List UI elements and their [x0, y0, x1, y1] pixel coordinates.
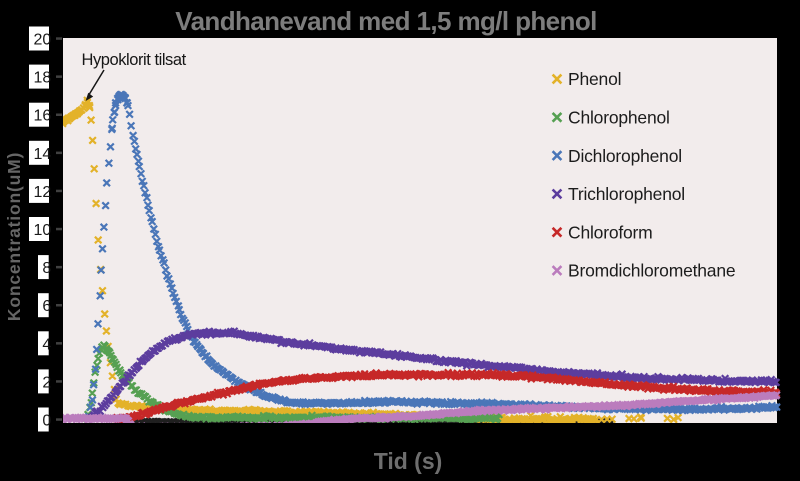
svg-text:20: 20 [34, 32, 52, 49]
svg-text:2: 2 [42, 374, 51, 391]
svg-text:14: 14 [34, 146, 52, 163]
svg-text:Bromdichloromethane: Bromdichloromethane [568, 261, 735, 281]
svg-text:Phenol: Phenol [568, 69, 621, 89]
svg-text:18: 18 [34, 70, 52, 87]
svg-text:Tid (s): Tid (s) [374, 448, 443, 474]
svg-text:0: 0 [42, 413, 51, 430]
svg-text:Dichlorophenol: Dichlorophenol [568, 146, 682, 166]
svg-text:6: 6 [42, 298, 51, 315]
svg-text:4: 4 [42, 336, 51, 353]
svg-text:Koncentration(uM): Koncentration(uM) [4, 152, 24, 321]
svg-text:12: 12 [34, 184, 52, 201]
svg-text:8: 8 [42, 260, 51, 277]
svg-text:Chloroform: Chloroform [568, 222, 653, 242]
svg-text:Hypoklorit tilsat: Hypoklorit tilsat [82, 51, 187, 69]
svg-text:Vandhanevand med 1,5 mg/l phen: Vandhanevand med 1,5 mg/l phenol [175, 6, 596, 36]
svg-text:16: 16 [34, 108, 52, 125]
svg-text:Trichlorophenol: Trichlorophenol [568, 184, 685, 204]
svg-text:10: 10 [34, 222, 52, 239]
svg-text:Chlorophenol: Chlorophenol [568, 108, 670, 128]
